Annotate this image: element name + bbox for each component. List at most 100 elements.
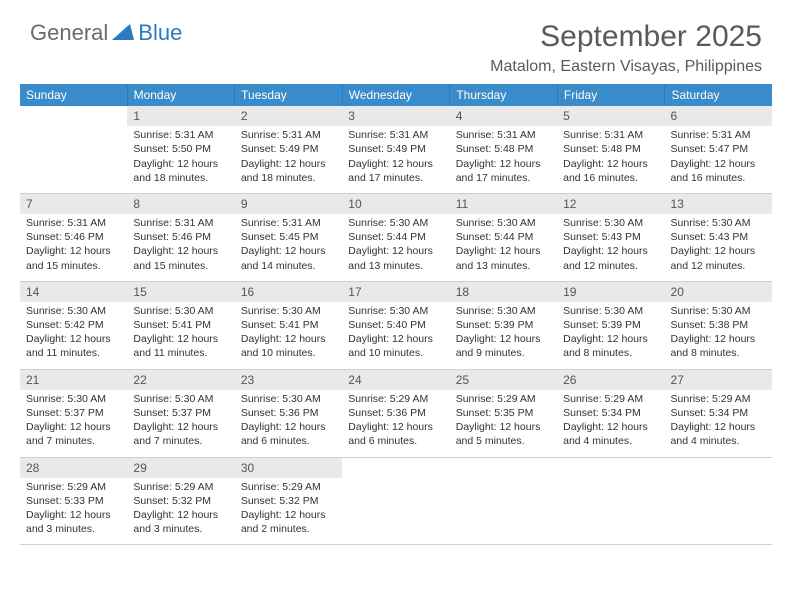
daylight-line-2: and 10 minutes. <box>241 346 336 360</box>
day-number: 9 <box>235 194 342 214</box>
daylight-line-1: Daylight: 12 hours <box>348 332 443 346</box>
day-number: 21 <box>20 370 127 390</box>
day-cell: 6Sunrise: 5:31 AMSunset: 5:47 PMDaylight… <box>665 106 772 194</box>
day-cell: 30Sunrise: 5:29 AMSunset: 5:32 PMDayligh… <box>235 458 342 546</box>
sunset-text: Sunset: 5:50 PM <box>133 142 228 156</box>
day-body: Sunrise: 5:30 AMSunset: 5:44 PMDaylight:… <box>342 214 449 281</box>
day-body: Sunrise: 5:29 AMSunset: 5:36 PMDaylight:… <box>342 390 449 457</box>
daylight-line-2: and 4 minutes. <box>671 434 766 448</box>
day-number: 20 <box>665 282 772 302</box>
day-number: 25 <box>450 370 557 390</box>
day-number: 2 <box>235 106 342 126</box>
sunset-text: Sunset: 5:32 PM <box>133 494 228 508</box>
day-cell: 23Sunrise: 5:30 AMSunset: 5:36 PMDayligh… <box>235 370 342 458</box>
daylight-line-1: Daylight: 12 hours <box>133 157 228 171</box>
day-body: Sunrise: 5:29 AMSunset: 5:32 PMDaylight:… <box>127 478 234 545</box>
sunset-text: Sunset: 5:45 PM <box>241 230 336 244</box>
sunrise-text: Sunrise: 5:30 AM <box>348 216 443 230</box>
week-row: 21Sunrise: 5:30 AMSunset: 5:37 PMDayligh… <box>20 370 772 458</box>
day-body: Sunrise: 5:30 AMSunset: 5:43 PMDaylight:… <box>557 214 664 281</box>
sunrise-text: Sunrise: 5:30 AM <box>671 304 766 318</box>
sunrise-text: Sunrise: 5:30 AM <box>563 304 658 318</box>
daylight-line-2: and 6 minutes. <box>241 434 336 448</box>
daylight-line-1: Daylight: 12 hours <box>26 420 121 434</box>
sunrise-text: Sunrise: 5:29 AM <box>563 392 658 406</box>
day-cell: 4Sunrise: 5:31 AMSunset: 5:48 PMDaylight… <box>450 106 557 194</box>
sunset-text: Sunset: 5:37 PM <box>26 406 121 420</box>
sunrise-text: Sunrise: 5:31 AM <box>241 216 336 230</box>
daylight-line-1: Daylight: 12 hours <box>456 420 551 434</box>
sunset-text: Sunset: 5:34 PM <box>563 406 658 420</box>
sunset-text: Sunset: 5:33 PM <box>26 494 121 508</box>
daylight-line-1: Daylight: 12 hours <box>563 157 658 171</box>
day-body: Sunrise: 5:31 AMSunset: 5:49 PMDaylight:… <box>235 126 342 193</box>
daylight-line-2: and 3 minutes. <box>26 522 121 536</box>
day-cell: 19Sunrise: 5:30 AMSunset: 5:39 PMDayligh… <box>557 282 664 370</box>
daylight-line-2: and 14 minutes. <box>241 259 336 273</box>
daylight-line-2: and 5 minutes. <box>456 434 551 448</box>
sunset-text: Sunset: 5:46 PM <box>133 230 228 244</box>
day-number: 10 <box>342 194 449 214</box>
day-cell-empty <box>342 458 449 546</box>
day-body: Sunrise: 5:31 AMSunset: 5:48 PMDaylight:… <box>450 126 557 193</box>
sunset-text: Sunset: 5:34 PM <box>671 406 766 420</box>
day-body: Sunrise: 5:30 AMSunset: 5:43 PMDaylight:… <box>665 214 772 281</box>
daylight-line-2: and 16 minutes. <box>563 171 658 185</box>
day-body: Sunrise: 5:30 AMSunset: 5:37 PMDaylight:… <box>127 390 234 457</box>
day-number: 18 <box>450 282 557 302</box>
sunset-text: Sunset: 5:39 PM <box>563 318 658 332</box>
sunrise-text: Sunrise: 5:30 AM <box>671 216 766 230</box>
sunrise-text: Sunrise: 5:31 AM <box>456 128 551 142</box>
day-body: Sunrise: 5:30 AMSunset: 5:38 PMDaylight:… <box>665 302 772 369</box>
daylight-line-2: and 18 minutes. <box>241 171 336 185</box>
daylight-line-2: and 13 minutes. <box>348 259 443 273</box>
sunset-text: Sunset: 5:36 PM <box>241 406 336 420</box>
sunset-text: Sunset: 5:37 PM <box>133 406 228 420</box>
day-cell: 16Sunrise: 5:30 AMSunset: 5:41 PMDayligh… <box>235 282 342 370</box>
day-cell: 13Sunrise: 5:30 AMSunset: 5:43 PMDayligh… <box>665 194 772 282</box>
sunset-text: Sunset: 5:40 PM <box>348 318 443 332</box>
day-cell: 24Sunrise: 5:29 AMSunset: 5:36 PMDayligh… <box>342 370 449 458</box>
day-number: 26 <box>557 370 664 390</box>
day-number: 23 <box>235 370 342 390</box>
daylight-line-1: Daylight: 12 hours <box>671 332 766 346</box>
day-cell: 2Sunrise: 5:31 AMSunset: 5:49 PMDaylight… <box>235 106 342 194</box>
sunrise-text: Sunrise: 5:29 AM <box>671 392 766 406</box>
daylight-line-2: and 12 minutes. <box>563 259 658 273</box>
day-cell: 1Sunrise: 5:31 AMSunset: 5:50 PMDaylight… <box>127 106 234 194</box>
day-number: 17 <box>342 282 449 302</box>
weekday-header: Sunday <box>20 84 128 106</box>
day-number: 24 <box>342 370 449 390</box>
day-body: Sunrise: 5:31 AMSunset: 5:45 PMDaylight:… <box>235 214 342 281</box>
sunset-text: Sunset: 5:36 PM <box>348 406 443 420</box>
day-cell: 22Sunrise: 5:30 AMSunset: 5:37 PMDayligh… <box>127 370 234 458</box>
day-body <box>342 478 449 540</box>
day-cell: 3Sunrise: 5:31 AMSunset: 5:49 PMDaylight… <box>342 106 449 194</box>
daylight-line-1: Daylight: 12 hours <box>348 157 443 171</box>
day-number: 29 <box>127 458 234 478</box>
daylight-line-2: and 4 minutes. <box>563 434 658 448</box>
day-cell: 9Sunrise: 5:31 AMSunset: 5:45 PMDaylight… <box>235 194 342 282</box>
daylight-line-1: Daylight: 12 hours <box>671 420 766 434</box>
daylight-line-1: Daylight: 12 hours <box>456 332 551 346</box>
sunrise-text: Sunrise: 5:29 AM <box>26 480 121 494</box>
daylight-line-2: and 10 minutes. <box>348 346 443 360</box>
daylight-line-2: and 15 minutes. <box>133 259 228 273</box>
day-body: Sunrise: 5:30 AMSunset: 5:37 PMDaylight:… <box>20 390 127 457</box>
daylight-line-1: Daylight: 12 hours <box>563 420 658 434</box>
day-number: 12 <box>557 194 664 214</box>
sunrise-text: Sunrise: 5:31 AM <box>26 216 121 230</box>
daylight-line-2: and 11 minutes. <box>133 346 228 360</box>
daylight-line-1: Daylight: 12 hours <box>563 244 658 258</box>
day-number: 4 <box>450 106 557 126</box>
sunrise-text: Sunrise: 5:30 AM <box>241 304 336 318</box>
day-body: Sunrise: 5:29 AMSunset: 5:35 PMDaylight:… <box>450 390 557 457</box>
daylight-line-2: and 7 minutes. <box>26 434 121 448</box>
day-number: 11 <box>450 194 557 214</box>
sunrise-text: Sunrise: 5:30 AM <box>26 392 121 406</box>
day-cell: 14Sunrise: 5:30 AMSunset: 5:42 PMDayligh… <box>20 282 127 370</box>
sunset-text: Sunset: 5:48 PM <box>456 142 551 156</box>
sunrise-text: Sunrise: 5:29 AM <box>241 480 336 494</box>
day-body: Sunrise: 5:30 AMSunset: 5:44 PMDaylight:… <box>450 214 557 281</box>
logo-word-1: General <box>30 20 108 46</box>
